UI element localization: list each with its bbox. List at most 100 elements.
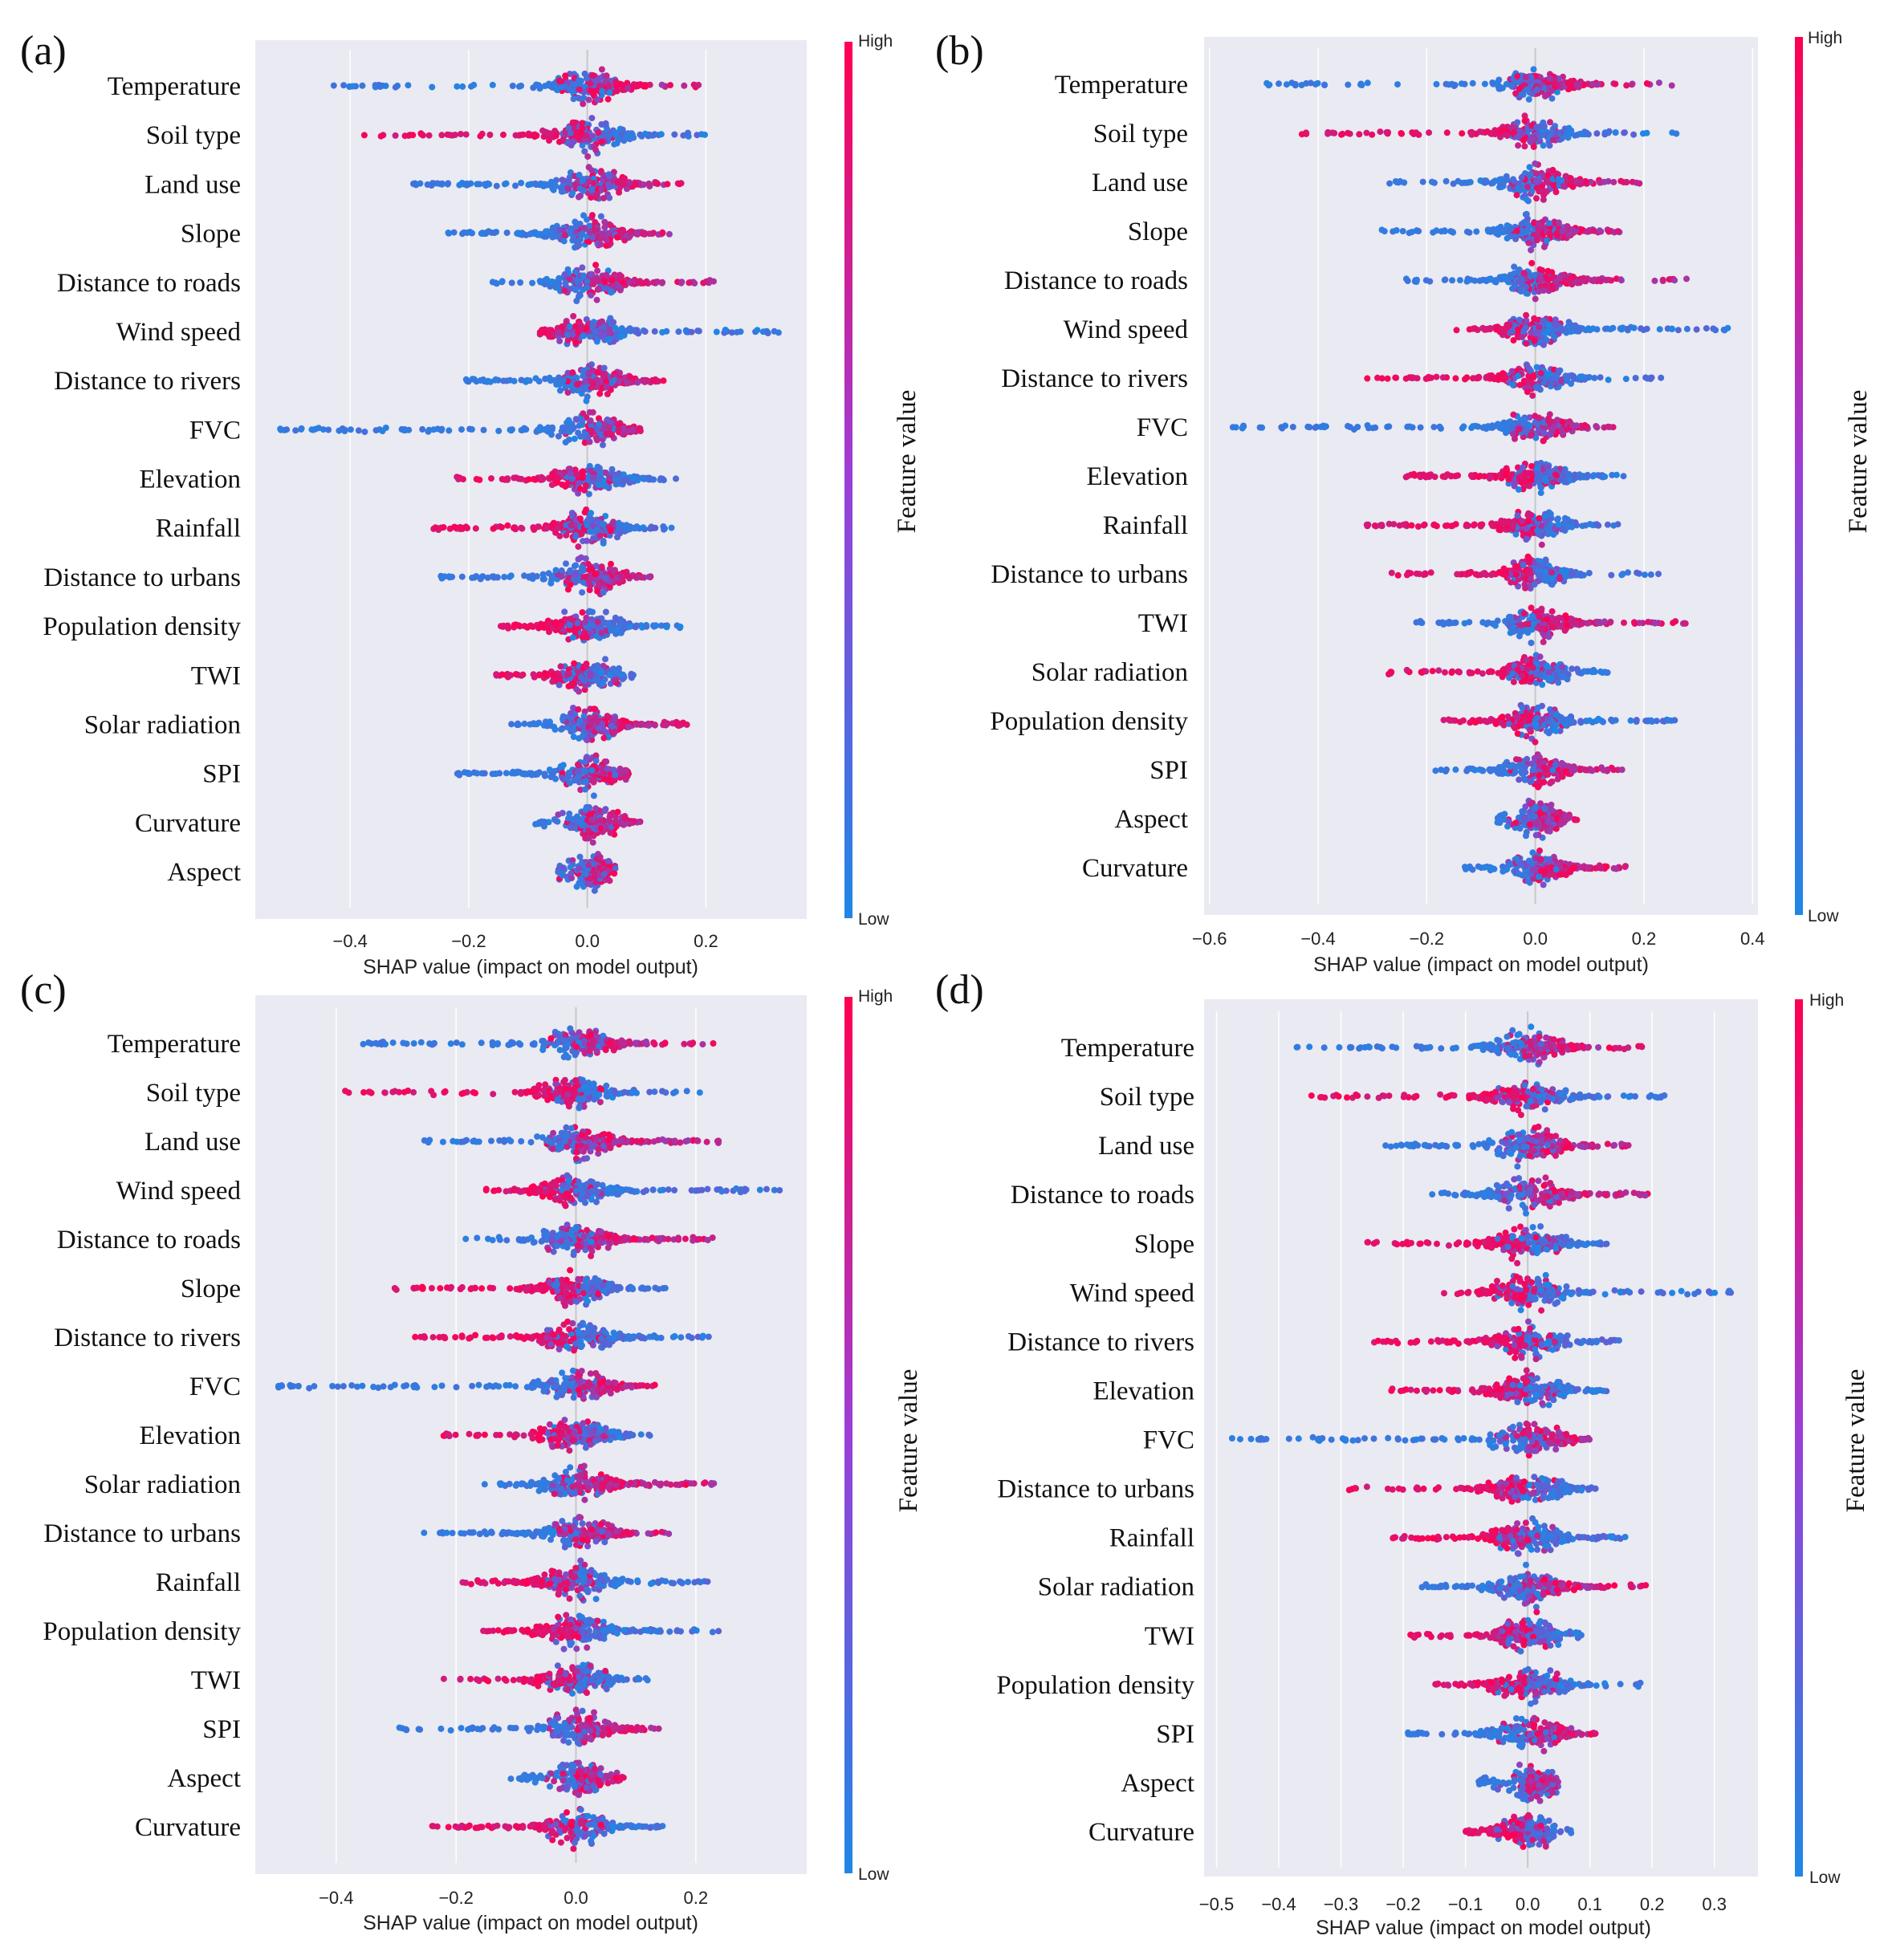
shap-point [614, 234, 621, 241]
shap-point [569, 475, 576, 482]
shap-point [562, 279, 569, 287]
shap-point [588, 115, 596, 122]
shap-point [535, 426, 543, 433]
feature-label: Aspect [167, 858, 241, 887]
shap-point [728, 329, 735, 336]
shap-point [596, 532, 604, 539]
shap-point [355, 427, 362, 434]
shap-point [1565, 80, 1572, 87]
shap-point [1549, 166, 1556, 173]
shap-point [582, 482, 589, 489]
shap-point [582, 786, 589, 793]
shap-point [551, 376, 558, 384]
shap-point [405, 82, 412, 89]
shap-point [419, 425, 426, 433]
shap-point [567, 169, 574, 176]
shap-point [376, 81, 383, 88]
shap-point [576, 242, 583, 249]
shap-point [498, 278, 506, 285]
shap-point [504, 522, 511, 529]
shap-point [1568, 178, 1575, 185]
shap-point [546, 137, 552, 144]
shap-point [512, 132, 519, 139]
shap-point [575, 761, 581, 768]
shap-point [602, 656, 608, 663]
shap-point [603, 72, 610, 79]
shap-point [1503, 80, 1510, 87]
shap-point [548, 431, 555, 438]
shap-point [1673, 130, 1680, 137]
shap-point [1433, 227, 1440, 234]
shap-point [576, 853, 584, 860]
shap-point [570, 137, 577, 144]
shap-point [572, 571, 579, 578]
shap-point [539, 575, 547, 583]
shap-point [551, 723, 558, 730]
shap-point [586, 229, 593, 236]
shap-point [1617, 277, 1625, 284]
shap-point [587, 670, 594, 677]
shap-point [493, 182, 500, 189]
shap-point [528, 770, 535, 777]
shap-point [585, 490, 592, 498]
shap-point [585, 178, 592, 185]
feature-label: Soil type [146, 121, 241, 150]
shap-point [604, 766, 611, 772]
feature-label: Distance to rivers [54, 367, 241, 396]
shap-point [594, 369, 601, 376]
shap-point [392, 132, 399, 139]
shap-point [492, 771, 498, 777]
shap-point [629, 426, 636, 433]
shap-point [1524, 86, 1531, 93]
shap-point [555, 681, 563, 689]
shap-point [521, 720, 528, 727]
shap-point [417, 180, 424, 187]
shap-point [554, 474, 561, 481]
shap-point [646, 81, 653, 88]
shap-point [605, 335, 612, 343]
shap-point [534, 82, 541, 89]
shap-point [553, 177, 559, 184]
shap-point [446, 573, 453, 580]
shap-point [764, 329, 771, 336]
shap-point [597, 139, 604, 145]
shap-point [1572, 132, 1579, 139]
shap-point [1545, 220, 1552, 227]
shap-point [625, 573, 632, 580]
shap-point [598, 66, 605, 73]
shap-point [1540, 190, 1548, 197]
shap-point [1518, 174, 1525, 181]
shap-point [608, 277, 616, 284]
shap-point [508, 721, 515, 728]
panel-b-label: (b) [935, 28, 984, 74]
shap-point [580, 272, 587, 279]
shap-point [579, 177, 586, 185]
shap-point [603, 384, 610, 391]
shap-point [605, 857, 612, 864]
shap-point [611, 140, 618, 148]
shap-point [476, 476, 483, 483]
shap-point [455, 476, 462, 482]
shap-point [461, 769, 468, 776]
shap-point [512, 182, 519, 189]
shap-point [445, 180, 452, 187]
shap-point [608, 624, 615, 631]
shap-point [536, 278, 543, 285]
shap-point [1525, 239, 1532, 246]
shap-point [1533, 124, 1540, 131]
shap-point [579, 124, 586, 132]
shap-point [454, 83, 461, 90]
shap-point [585, 861, 592, 868]
shap-point [1524, 227, 1530, 234]
shap-point [617, 274, 625, 281]
shap-point [570, 734, 577, 740]
shap-point [587, 270, 594, 278]
shap-point [1543, 178, 1550, 185]
shap-point [580, 732, 587, 739]
feature-swarm [410, 164, 685, 202]
shap-point [489, 81, 496, 88]
shap-point [602, 575, 609, 582]
shap-point [580, 723, 587, 730]
shap-point [542, 376, 549, 382]
shap-point [1393, 227, 1400, 234]
